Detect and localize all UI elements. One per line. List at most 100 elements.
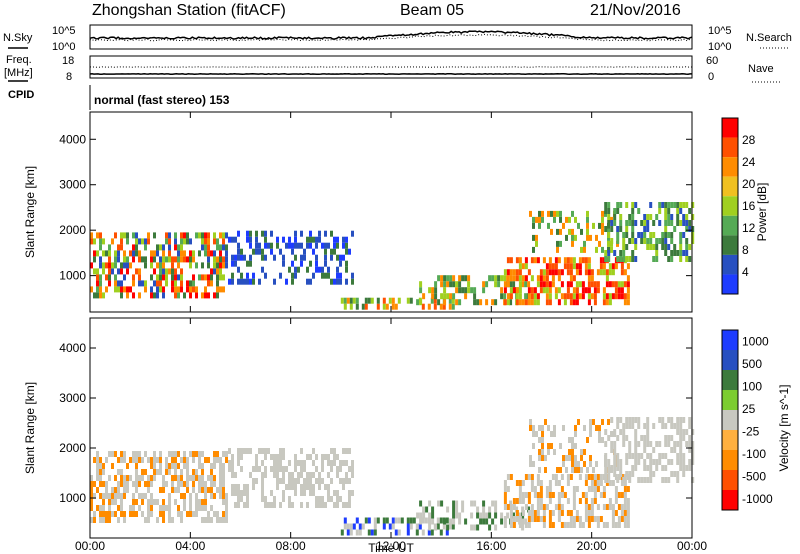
- heatmap-cell: [201, 274, 204, 281]
- heatmap-cell: [201, 451, 204, 457]
- heatmap-cell: [415, 523, 419, 530]
- heatmap-cell: [306, 242, 309, 249]
- heatmap-cell: [619, 226, 623, 232]
- heatmap-cell: [189, 499, 192, 505]
- heatmap-cell: [592, 222, 595, 229]
- heatmap-cell: [321, 242, 324, 249]
- x-tick-label: 04:00: [175, 539, 205, 553]
- heatmap-cell: [168, 268, 171, 275]
- heatmap-cell: [186, 457, 189, 463]
- heatmap-cell: [595, 234, 598, 241]
- heatmap-cell: [231, 472, 234, 478]
- heatmap-cell: [682, 453, 686, 459]
- heatmap-cell: [587, 486, 591, 492]
- heatmap-cell: [572, 492, 576, 498]
- heatmap-cell: [506, 281, 510, 288]
- heatmap-cell: [327, 266, 330, 273]
- heatmap-cell: [611, 510, 615, 516]
- heatmap-cell: [583, 246, 586, 253]
- heatmap-cell: [640, 220, 644, 226]
- heatmap-cell: [165, 469, 168, 475]
- heatmap-cell: [192, 469, 195, 475]
- heatmap-cell: [667, 441, 671, 447]
- heatmap-cell: [509, 522, 513, 528]
- heatmap-cell: [679, 220, 683, 226]
- velocity-colorbar-label-text: Velocity [m s^-1]: [777, 385, 791, 472]
- heatmap-cell: [571, 455, 574, 461]
- heatmap-cell: [643, 232, 647, 238]
- heatmap-cell: [551, 510, 555, 516]
- heatmap-cell: [96, 280, 99, 287]
- heatmap-cell: [553, 431, 556, 437]
- heatmap-cell: [249, 260, 252, 267]
- heatmap-cell: [643, 447, 647, 453]
- heatmap-cell: [138, 475, 141, 481]
- heatmap-cell: [117, 286, 120, 293]
- heatmap-cell: [285, 278, 288, 285]
- heatmap-cell: [634, 435, 638, 441]
- heatmap-cell: [300, 254, 303, 261]
- heatmap-cell: [394, 529, 398, 536]
- heatmap-cell: [156, 244, 159, 251]
- heatmap-cell: [180, 511, 183, 517]
- heatmap-cell: [171, 274, 174, 281]
- heatmap-cell: [351, 230, 354, 237]
- heatmap-cell: [646, 238, 650, 244]
- heatmap-cell: [135, 457, 138, 463]
- heatmap-cell: [580, 246, 583, 253]
- colorbar-tick-label: 1000: [742, 334, 769, 348]
- heatmap-cell: [156, 274, 159, 281]
- heatmap-cell: [364, 297, 368, 304]
- heatmap-cell: [422, 506, 426, 513]
- heatmap-cell: [409, 523, 413, 530]
- heatmap-cell: [685, 220, 689, 226]
- heatmap-cell: [443, 281, 447, 288]
- heatmap-cell: [306, 478, 309, 484]
- heatmap-cell: [515, 257, 519, 264]
- heatmap-cell: [204, 481, 207, 487]
- heatmap-cell: [219, 457, 222, 463]
- heatmap-cell: [622, 238, 626, 244]
- heatmap-cell: [559, 216, 562, 223]
- heatmap-cell: [601, 222, 604, 229]
- heatmap-cell: [162, 244, 165, 251]
- heatmap-cell: [593, 498, 597, 504]
- heatmap-cell: [643, 459, 647, 465]
- heatmap-cell: [512, 512, 516, 519]
- heatmap-cell: [162, 487, 165, 493]
- heatmap-cell: [159, 469, 162, 475]
- heatmap-cell: [93, 517, 96, 523]
- heatmap-cell: [370, 529, 374, 536]
- heatmap-cell: [189, 256, 192, 263]
- heatmap-cell: [291, 278, 294, 285]
- heatmap-cell: [90, 493, 93, 499]
- heatmap-cell: [575, 287, 579, 294]
- heatmap-cell: [473, 524, 477, 531]
- heatmap-cell: [352, 523, 356, 530]
- heatmap-cell: [625, 471, 629, 477]
- heatmap-cell: [168, 517, 171, 523]
- heatmap-cell: [174, 238, 177, 245]
- date-label: 21/Nov/2016: [590, 2, 681, 19]
- heatmap-cell: [593, 293, 597, 300]
- heatmap-cell: [336, 242, 339, 249]
- heatmap-cell: [213, 463, 216, 469]
- heatmap-cell: [123, 457, 126, 463]
- heatmap-cell: [425, 506, 429, 513]
- heatmap-cell: [99, 292, 102, 299]
- heatmap-cell: [521, 492, 525, 498]
- heatmap-cell: [587, 504, 591, 510]
- heatmap-cell: [189, 493, 192, 499]
- heatmap-cell: [682, 214, 686, 220]
- heatmap-cell: [108, 499, 111, 505]
- heatmap-cell: [102, 517, 105, 523]
- heatmap-cell: [198, 457, 201, 463]
- heatmap-cell: [494, 512, 498, 519]
- heatmap-cell: [613, 208, 617, 214]
- heatmap-cell: [258, 242, 261, 249]
- heatmap-cell: [180, 244, 183, 251]
- heatmap-cell: [93, 511, 96, 517]
- heatmap-cell: [500, 518, 504, 525]
- heatmap-cell: [605, 299, 609, 306]
- heatmap-cell: [174, 499, 177, 505]
